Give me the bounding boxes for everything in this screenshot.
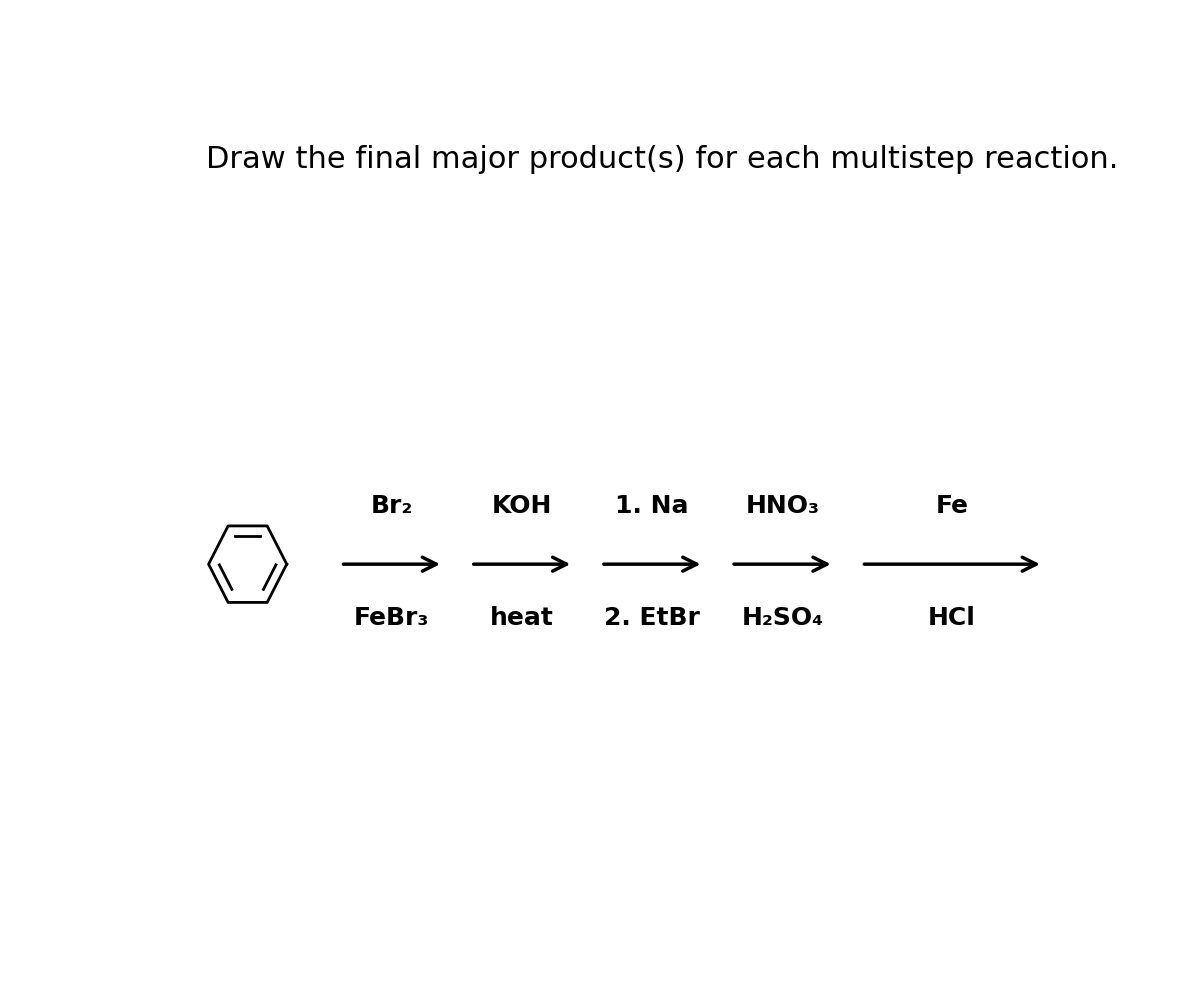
Text: Br₂: Br₂ xyxy=(371,494,413,518)
Text: FeBr₃: FeBr₃ xyxy=(354,606,430,630)
Text: 2. EtBr: 2. EtBr xyxy=(605,606,700,630)
Text: heat: heat xyxy=(490,606,554,630)
Text: Fe: Fe xyxy=(936,494,968,518)
Text: 1. Na: 1. Na xyxy=(616,494,689,518)
Text: Draw the final major product(s) for each multistep reaction.: Draw the final major product(s) for each… xyxy=(206,145,1118,174)
Text: HNO₃: HNO₃ xyxy=(745,494,820,518)
Text: HCl: HCl xyxy=(928,606,976,630)
Text: KOH: KOH xyxy=(492,494,552,518)
Text: H₂SO₄: H₂SO₄ xyxy=(742,606,823,630)
